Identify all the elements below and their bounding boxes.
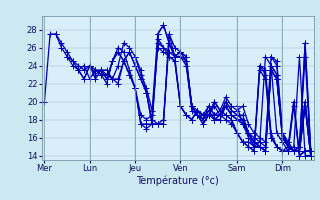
X-axis label: Température (°c): Température (°c) <box>136 176 219 186</box>
